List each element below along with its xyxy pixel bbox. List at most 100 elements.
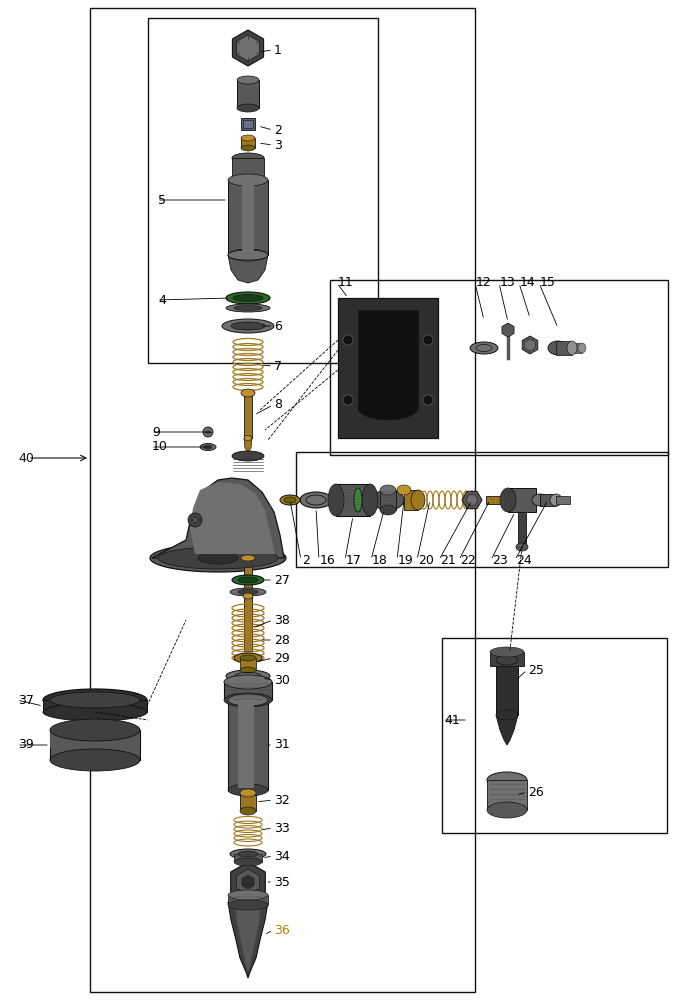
Ellipse shape — [241, 389, 255, 397]
Circle shape — [423, 395, 433, 405]
Bar — [556, 496, 570, 504]
Bar — [508, 488, 536, 512]
Ellipse shape — [280, 495, 300, 505]
Text: 23: 23 — [492, 553, 508, 566]
Polygon shape — [502, 323, 514, 337]
Bar — [240, 658, 256, 670]
Bar — [237, 80, 259, 108]
Bar — [572, 343, 582, 353]
Bar — [228, 180, 268, 255]
Bar — [232, 158, 264, 180]
Polygon shape — [525, 339, 535, 351]
Circle shape — [205, 430, 211, 435]
Ellipse shape — [43, 703, 147, 721]
Bar — [486, 496, 506, 504]
Ellipse shape — [237, 104, 259, 112]
Bar — [241, 138, 255, 148]
Ellipse shape — [578, 343, 586, 353]
Polygon shape — [466, 495, 478, 505]
Ellipse shape — [238, 589, 258, 594]
Bar — [50, 730, 140, 760]
Ellipse shape — [237, 76, 259, 84]
Ellipse shape — [328, 484, 344, 516]
Bar — [50, 730, 140, 748]
Text: 24: 24 — [516, 553, 532, 566]
Ellipse shape — [233, 295, 263, 302]
Text: 25: 25 — [528, 663, 544, 676]
Polygon shape — [235, 904, 261, 972]
Ellipse shape — [240, 655, 256, 661]
Ellipse shape — [234, 858, 262, 866]
Bar — [244, 596, 252, 651]
Text: 18: 18 — [372, 553, 388, 566]
Text: 16: 16 — [320, 553, 336, 566]
Ellipse shape — [550, 494, 562, 506]
Ellipse shape — [516, 543, 528, 551]
Bar — [496, 660, 518, 715]
Ellipse shape — [228, 249, 268, 261]
Ellipse shape — [241, 555, 255, 561]
Bar — [90, 8, 475, 992]
Text: 9: 9 — [152, 426, 160, 439]
Bar — [228, 700, 268, 790]
Text: 38: 38 — [274, 613, 290, 626]
Text: 32: 32 — [274, 794, 290, 807]
Text: 26: 26 — [528, 786, 544, 799]
Ellipse shape — [548, 341, 568, 355]
Polygon shape — [152, 478, 284, 558]
Polygon shape — [237, 869, 259, 895]
Text: 40: 40 — [18, 452, 34, 465]
Ellipse shape — [244, 436, 252, 441]
Ellipse shape — [204, 445, 212, 449]
Ellipse shape — [232, 575, 264, 585]
Text: 10: 10 — [152, 441, 168, 454]
Text: 33: 33 — [274, 822, 290, 835]
Text: 30: 30 — [274, 673, 290, 686]
Polygon shape — [228, 902, 268, 978]
Text: 37: 37 — [18, 693, 34, 706]
Ellipse shape — [224, 675, 272, 689]
Bar — [244, 558, 252, 598]
Ellipse shape — [158, 547, 278, 569]
Ellipse shape — [228, 890, 268, 900]
Ellipse shape — [232, 175, 264, 185]
Ellipse shape — [228, 250, 268, 260]
Text: 11: 11 — [338, 277, 354, 290]
Polygon shape — [462, 491, 482, 509]
Ellipse shape — [380, 485, 396, 495]
Bar — [518, 512, 526, 547]
Text: 2: 2 — [302, 553, 310, 566]
Ellipse shape — [300, 492, 332, 508]
Ellipse shape — [496, 710, 518, 720]
Circle shape — [203, 427, 213, 437]
Ellipse shape — [50, 692, 140, 708]
Ellipse shape — [490, 647, 524, 657]
Circle shape — [188, 513, 202, 527]
Polygon shape — [233, 30, 263, 66]
Bar — [336, 484, 370, 516]
Text: 7: 7 — [274, 360, 282, 373]
Ellipse shape — [234, 653, 262, 663]
Polygon shape — [522, 336, 538, 354]
Text: 13: 13 — [500, 277, 516, 290]
Bar — [238, 702, 254, 788]
Bar — [296, 452, 668, 567]
Ellipse shape — [226, 670, 270, 682]
Text: 36: 36 — [274, 924, 290, 937]
Text: 1: 1 — [274, 43, 282, 56]
Ellipse shape — [230, 849, 266, 859]
Ellipse shape — [411, 490, 425, 510]
Text: 5: 5 — [158, 193, 166, 206]
Ellipse shape — [198, 552, 238, 564]
Ellipse shape — [231, 322, 265, 330]
Ellipse shape — [500, 488, 516, 512]
Ellipse shape — [224, 693, 272, 707]
Bar — [243, 120, 253, 128]
Text: 19: 19 — [398, 553, 414, 566]
Text: 14: 14 — [520, 277, 536, 290]
Ellipse shape — [228, 174, 268, 186]
Bar — [490, 652, 524, 666]
Text: 41: 41 — [444, 713, 460, 726]
Text: 3: 3 — [274, 138, 282, 151]
Ellipse shape — [222, 319, 274, 333]
